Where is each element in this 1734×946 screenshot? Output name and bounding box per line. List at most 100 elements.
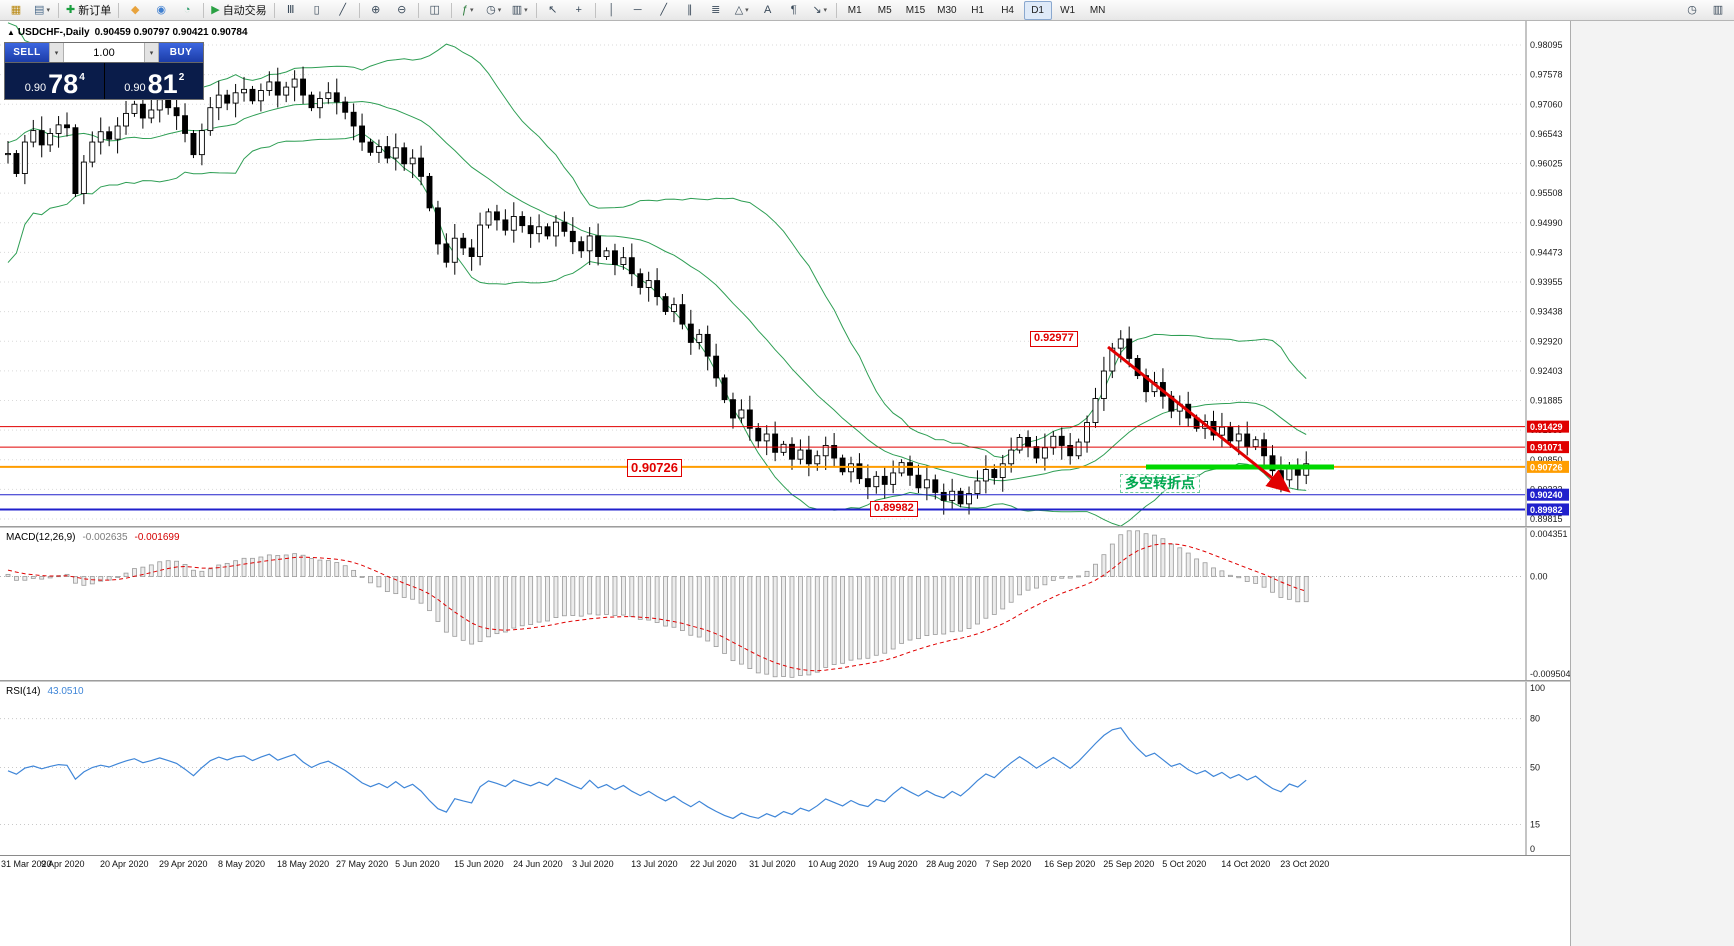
caret-down-icon: ▾ [524, 7, 528, 14]
volume-input[interactable] [64, 43, 144, 62]
support-price-label[interactable]: 0.90726 [627, 459, 682, 478]
panel-splitter[interactable] [0, 526, 1570, 528]
timeframe-h1-button[interactable]: H1 [971, 4, 984, 16]
mql5-community-button[interactable]: ◆ [123, 1, 147, 20]
downtrend-arrow[interactable] [1107, 345, 1291, 493]
buy-price-small: 0.90 [124, 82, 146, 94]
shapes-button[interactable]: △ ▾ [730, 1, 754, 20]
zoom-out-button[interactable]: ⊖ [390, 1, 414, 20]
text-button[interactable]: A [756, 1, 780, 20]
support-highlight-line[interactable] [1146, 464, 1334, 470]
timeframe-m5-button[interactable]: M5 [877, 4, 892, 16]
turning-point-note[interactable]: 多空转折点 [1120, 474, 1200, 493]
macd-panel-canvas[interactable]: 0.004351 0.00 -0.009504 [0, 528, 1570, 680]
text-icon: A [764, 3, 772, 16]
timeframe-m30-button[interactable]: M30 [937, 4, 957, 16]
date-label: 18 May 2020 [277, 859, 330, 869]
low-price-label[interactable]: 0.89982 [870, 501, 918, 517]
vertical-line-button[interactable]: │ [600, 1, 624, 20]
date-label: 19 Aug 2020 [867, 859, 918, 869]
price-chart-canvas[interactable]: 0.98095 0.97578 0.97060 0.96543 0.96025 0.955… [0, 21, 1570, 526]
crosshair-button[interactable]: + [567, 1, 591, 20]
channel-button[interactable]: ∥ [678, 1, 702, 20]
tile-windows-button[interactable]: ◫ [423, 1, 447, 20]
fibonacci-icon: ≣ [711, 3, 721, 16]
timeframe-h4-button[interactable]: H4 [1001, 4, 1014, 16]
buy-price-sup: 2 [178, 72, 185, 83]
toolbar-separator [203, 2, 205, 18]
cursor-button[interactable]: ↖ [541, 1, 565, 20]
rsi-panel-canvas[interactable]: 100 80 50 15 0 [0, 682, 1570, 855]
timeframe-m15-button[interactable]: M15 [905, 4, 926, 16]
timeframe-m1-button[interactable]: M1 [847, 4, 862, 16]
rsi-axis-label: 0 [1530, 844, 1535, 854]
date-axis[interactable]: 31 Mar 2020 9 Apr 2020 20 Apr 2020 29 Apr 2… [0, 855, 1570, 872]
auto-trading-button[interactable]: ▶ 自动交易 [208, 1, 269, 20]
periods-button[interactable]: ◷ ▾ [482, 1, 506, 20]
horizontal-line-button[interactable]: ─ [626, 1, 650, 20]
trendline-button[interactable]: ╱ [652, 1, 676, 20]
toolbar-separator [58, 2, 59, 18]
macd-histogram [5, 530, 1309, 678]
data-window-button[interactable]: ▥ [1706, 1, 1730, 20]
volume-dropdown-caret-icon[interactable]: ▾ [144, 43, 159, 62]
templates-button[interactable]: ▥ ▾ [508, 1, 532, 20]
timeframe-mn-button[interactable]: MN [1089, 4, 1106, 16]
svg-text:0.93438: 0.93438 [1530, 307, 1563, 317]
svg-text:0.90726: 0.90726 [1530, 462, 1563, 472]
panel-splitter[interactable] [0, 680, 1570, 682]
workspace-empty-area [1570, 21, 1734, 946]
macd-main-value: -0.002635 [82, 532, 128, 543]
caret-down-icon: ▾ [497, 7, 502, 14]
buy-button[interactable]: BUY [159, 43, 203, 62]
auto-trading-icon: ▶ [211, 3, 220, 16]
date-label: 15 Jun 2020 [454, 859, 504, 869]
date-label: 3 Jul 2020 [572, 859, 614, 869]
sell-button[interactable]: SELL [5, 43, 49, 62]
crosshair-icon: + [575, 3, 582, 16]
indicators-button[interactable]: ƒ ▾ [456, 1, 480, 20]
new-order-button[interactable]: ✚ 新订单 [63, 1, 114, 20]
buy-price[interactable]: 0.90 81 2 [105, 63, 204, 99]
date-label: 20 Apr 2020 [100, 859, 149, 869]
peak-price-label[interactable]: 0.92977 [1030, 331, 1078, 347]
zoom-out-icon: ⊖ [397, 3, 407, 16]
news-button[interactable]: ◔ [175, 1, 199, 20]
chart-profiles-button[interactable]: ▤ ▾ [30, 1, 54, 20]
clock-button[interactable]: ◷ [1680, 1, 1704, 20]
svg-text:0.91429: 0.91429 [1530, 422, 1563, 432]
timeframe-w1-button[interactable]: W1 [1060, 4, 1076, 16]
trade-prices-row: 0.90 78 4 0.90 81 2 [5, 63, 203, 99]
svg-text:0.96025: 0.96025 [1530, 159, 1563, 169]
chart-title: ▲ USDCHF-,Daily 0.90459 0.90797 0.90421 0.… [7, 27, 248, 38]
toolbar-separator [358, 2, 360, 18]
fibonacci-button[interactable]: ≣ [704, 1, 728, 20]
text-label-button[interactable]: ¶ [782, 1, 806, 20]
sell-price[interactable]: 0.90 78 4 [5, 63, 105, 99]
candlestick-chart-button[interactable]: ▯ [305, 1, 329, 20]
signals-button[interactable]: ◉ [149, 1, 173, 20]
new-chart-button[interactable]: ▦ [4, 1, 28, 20]
sell-dropdown-caret-icon[interactable]: ▾ [49, 43, 64, 62]
chart-profiles-icon: ▤ [34, 3, 45, 16]
shapes-icon: △ [734, 3, 744, 16]
candlestick-chart-icon: ▯ [313, 3, 320, 16]
date-label: 14 Oct 2020 [1221, 859, 1271, 869]
templates-icon: ▥ [511, 3, 523, 16]
svg-text:0.90240: 0.90240 [1530, 490, 1563, 500]
timeframe-d1-button[interactable]: D1 [1023, 0, 1052, 20]
line-chart-icon: ╱ [339, 3, 346, 16]
arrows-button[interactable]: ↘ ▾ [808, 1, 832, 20]
bar-chart-button[interactable]: Ⅲ [279, 1, 303, 20]
zoom-in-button[interactable]: ⊕ [364, 1, 388, 20]
rsi-value: 43.0510 [47, 686, 84, 697]
toolbar-separator [594, 2, 596, 18]
clock-icon: ◷ [1687, 3, 1697, 16]
macd-label: MACD(12,26,9) -0.002635 -0.001699 [6, 532, 180, 543]
toolbar-separator [835, 2, 837, 18]
signals-icon: ◉ [156, 3, 167, 16]
line-chart-button[interactable]: ╱ [331, 1, 355, 20]
date-label: 5 Oct 2020 [1162, 859, 1207, 869]
svg-text:0.90850: 0.90850 [1530, 455, 1563, 465]
new-order-icon: ✚ [66, 3, 76, 16]
